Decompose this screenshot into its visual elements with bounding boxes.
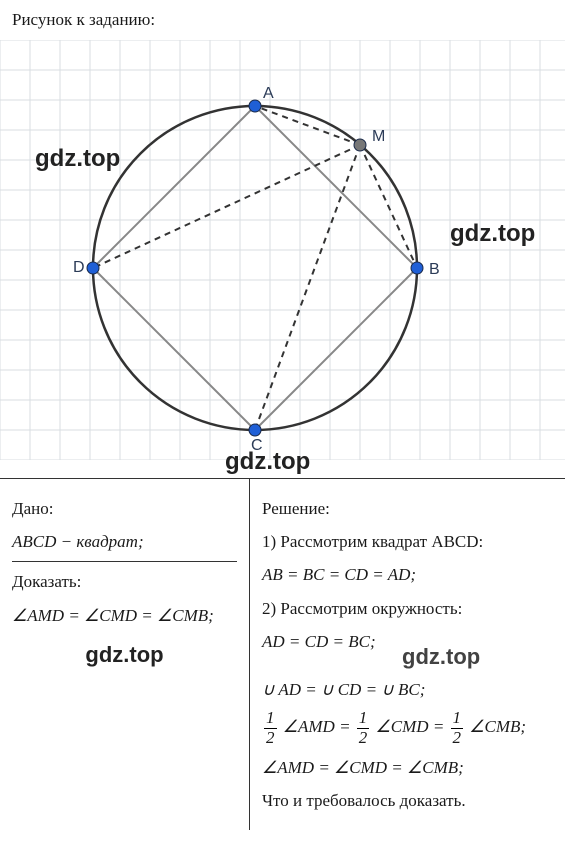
svg-text:M: M: [372, 128, 385, 145]
solution-step: 12 ∠AMD = 12 ∠CMD = 12 ∠CMB;: [262, 709, 553, 747]
solution-step: 1) Рассмотрим квадрат ABCD:: [262, 528, 553, 555]
svg-text:B: B: [429, 261, 440, 278]
left-column: Дано: ABCD − квадрат; Доказать: ∠AMD = ∠…: [0, 479, 250, 830]
header-text: Рисунок к заданию:: [0, 0, 565, 40]
svg-text:A: A: [263, 85, 274, 102]
svg-text:D: D: [73, 259, 85, 276]
solution-step: ∪ AD = ∪ CD = ∪ BC;: [262, 676, 553, 703]
prove-text: ∠AMD = ∠CMD = ∠CMB;: [12, 602, 237, 629]
prove-label: Доказать:: [12, 568, 237, 595]
solution-label: Решение:: [262, 495, 553, 522]
solution-step: AB = BC = CD = AD;: [262, 561, 553, 588]
divider: [12, 561, 237, 562]
watermark-text: gdz.top: [12, 637, 237, 672]
solution-step: Что и требовалось доказать.: [262, 787, 553, 814]
right-column: Решение: 1) Рассмотрим квадрат ABCD: AB =…: [250, 479, 565, 830]
geometry-diagram: A M B C D: [0, 40, 565, 460]
given-text: ABCD − квадрат;: [12, 528, 237, 555]
watermark-text: gdz.top: [262, 639, 553, 674]
given-label: Дано:: [12, 495, 237, 522]
solution-step: 2) Рассмотрим окружность:: [262, 595, 553, 622]
proof-table: Дано: ABCD − квадрат; Доказать: ∠AMD = ∠…: [0, 478, 565, 830]
svg-text:C: C: [251, 437, 263, 454]
diagram-container: AMBCD gdz.topgdz.topgdz.top: [0, 40, 565, 460]
solution-step: ∠AMD = ∠CMD = ∠CMB;: [262, 754, 553, 781]
